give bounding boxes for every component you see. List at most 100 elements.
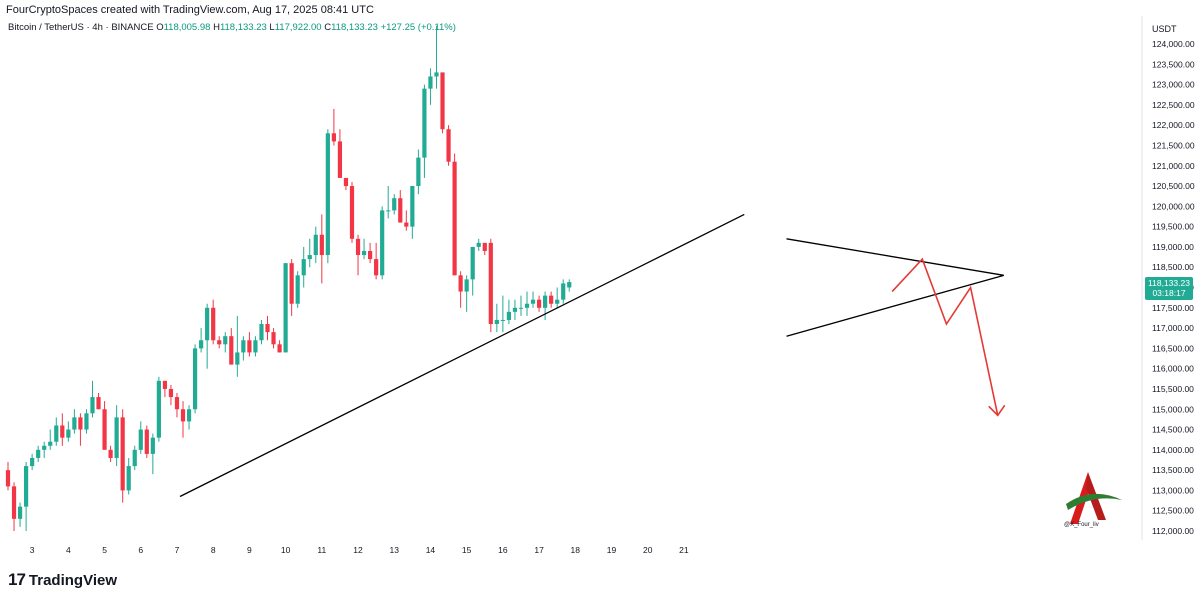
price-tick-label: 123,500.00 bbox=[1152, 59, 1195, 69]
price-tick-label: 112,000.00 bbox=[1152, 526, 1194, 536]
candle-up bbox=[524, 291, 530, 316]
tradingview-mark-icon: 17 bbox=[8, 570, 26, 589]
candle-up bbox=[506, 299, 512, 325]
price-axis[interactable]: 112,000.00 112,500.00 113,000.00 113,500.00… bbox=[1152, 39, 1195, 536]
candle-down bbox=[289, 259, 294, 316]
candle-up bbox=[84, 409, 89, 434]
candle-up bbox=[132, 445, 137, 471]
candle-body bbox=[476, 242, 481, 247]
candle-up bbox=[494, 303, 499, 333]
candle-body bbox=[416, 157, 421, 187]
candle-body bbox=[398, 198, 403, 223]
candle-body bbox=[488, 242, 493, 325]
candle-down bbox=[78, 413, 83, 446]
candle-up bbox=[307, 238, 312, 268]
trendline bbox=[786, 238, 1004, 276]
close-value: 118,133.23 bbox=[331, 22, 378, 33]
candle-body bbox=[355, 238, 361, 256]
candle-up bbox=[313, 226, 318, 264]
candle-body bbox=[289, 263, 294, 304]
candle-body bbox=[235, 352, 240, 365]
candle-up bbox=[295, 271, 300, 308]
candle-down bbox=[452, 153, 457, 276]
time-tick-label: 10 bbox=[281, 545, 291, 555]
candle-body bbox=[253, 340, 258, 353]
candle-up bbox=[241, 336, 246, 361]
candle-body bbox=[301, 259, 306, 276]
candle-down bbox=[446, 125, 451, 166]
candle-body bbox=[319, 234, 324, 256]
candle-body bbox=[549, 295, 554, 304]
author-handle: @X_Four_liv bbox=[1064, 522, 1099, 528]
candle-down bbox=[11, 482, 17, 531]
time-tick-label: 9 bbox=[247, 545, 252, 555]
candle-body bbox=[349, 186, 355, 239]
candle-up bbox=[518, 295, 524, 316]
candle-up bbox=[66, 421, 71, 442]
tradingview-logo[interactable]: 17 TradingView bbox=[8, 570, 117, 590]
candle-up bbox=[416, 149, 421, 195]
candle-down bbox=[549, 291, 554, 308]
candle-up bbox=[428, 68, 433, 105]
candle-body bbox=[561, 283, 566, 300]
candle-down bbox=[265, 315, 270, 341]
candle-body bbox=[368, 250, 373, 260]
candle-down bbox=[174, 393, 180, 418]
candle-body bbox=[524, 303, 530, 308]
current-price: 118,133.23 bbox=[1148, 278, 1190, 288]
candle-down bbox=[398, 190, 403, 223]
price-tick-label: 119,500.00 bbox=[1152, 222, 1194, 232]
candle-body bbox=[458, 275, 463, 292]
price-tick-label: 122,500.00 bbox=[1152, 100, 1195, 110]
candle-up bbox=[126, 457, 131, 495]
candle-up bbox=[48, 429, 53, 450]
candle-body bbox=[174, 397, 180, 410]
time-tick-label: 13 bbox=[390, 545, 400, 555]
price-tick-label: 119,000.00 bbox=[1152, 242, 1194, 252]
chart-credit: FourCryptoSpaces created with TradingVie… bbox=[6, 4, 374, 16]
time-tick-label: 6 bbox=[138, 545, 143, 555]
time-axis[interactable]: 3 4 5 6 7 8 9 10 11 12 13 14 15 16 17 18 19 20 21 bbox=[30, 545, 689, 555]
candle-body bbox=[361, 250, 367, 256]
candle-body bbox=[72, 417, 77, 430]
symbol-name[interactable]: Bitcoin / TetherUS · 4h · BINANCE bbox=[8, 22, 154, 33]
candle-body bbox=[259, 324, 264, 341]
time-tick-label: 16 bbox=[498, 545, 508, 555]
candle-body bbox=[470, 246, 475, 280]
candle-body bbox=[446, 129, 451, 162]
price-tick-label: 118,500.00 bbox=[1152, 262, 1194, 272]
candle-up bbox=[150, 433, 155, 475]
high-label: H bbox=[213, 22, 220, 33]
candle-down bbox=[247, 332, 252, 357]
candle-body bbox=[506, 311, 512, 320]
candle-body bbox=[114, 417, 119, 458]
candle-body bbox=[422, 88, 427, 158]
candle-down bbox=[355, 234, 361, 276]
candle-up bbox=[325, 129, 330, 264]
candle-body bbox=[36, 449, 41, 458]
trendline bbox=[179, 213, 745, 498]
drawings-group bbox=[179, 213, 1006, 498]
candle-down bbox=[144, 425, 149, 458]
candle-body bbox=[464, 279, 469, 292]
candle-body bbox=[555, 299, 560, 304]
candle-up bbox=[561, 279, 566, 304]
candle-body bbox=[205, 307, 210, 341]
candle-down bbox=[60, 413, 65, 446]
candle-body bbox=[512, 307, 518, 312]
candle-body bbox=[331, 133, 336, 142]
candle-body bbox=[211, 307, 216, 341]
candle-up bbox=[199, 328, 204, 353]
candle-up bbox=[72, 409, 77, 434]
candle-up bbox=[567, 279, 572, 292]
price-unit-label: USDT bbox=[1152, 24, 1177, 34]
candle-body bbox=[452, 161, 457, 276]
price-tick-label: 123,000.00 bbox=[1152, 80, 1195, 90]
candle-down bbox=[337, 129, 343, 178]
time-tick-label: 7 bbox=[175, 545, 180, 555]
candle-body bbox=[241, 340, 246, 353]
candle-up bbox=[512, 299, 518, 320]
candle-body bbox=[307, 255, 312, 260]
candle-body bbox=[48, 441, 53, 446]
